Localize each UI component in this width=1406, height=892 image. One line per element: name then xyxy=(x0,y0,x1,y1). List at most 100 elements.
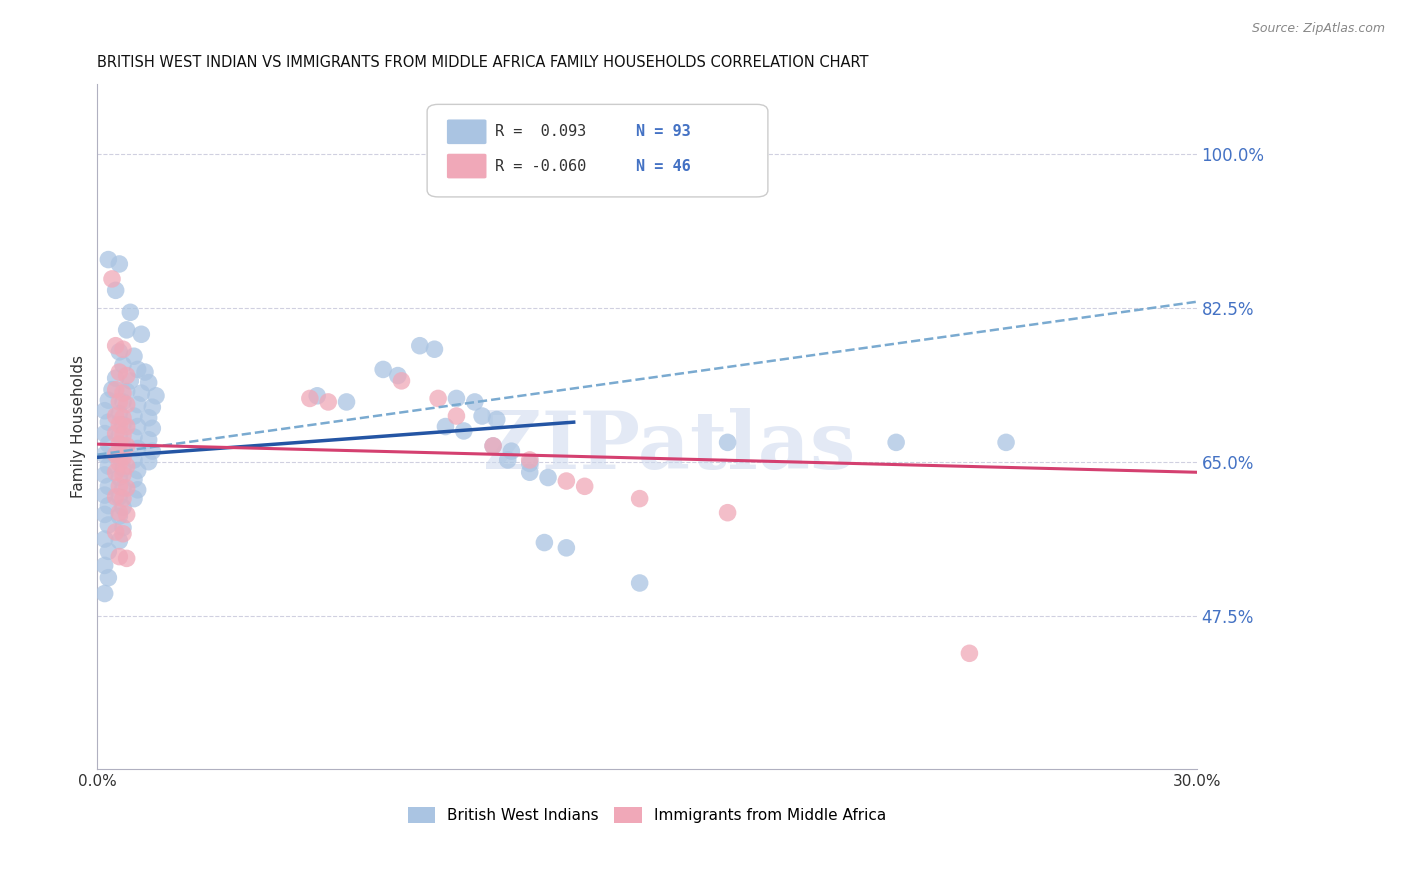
Point xyxy=(482,439,505,453)
Point xyxy=(93,508,115,522)
Point xyxy=(716,435,738,450)
Text: Source: ZipAtlas.com: Source: ZipAtlas.com xyxy=(1251,22,1385,36)
Point xyxy=(93,532,115,546)
Point xyxy=(97,459,120,474)
Point xyxy=(97,393,120,408)
Point xyxy=(104,524,127,539)
Point xyxy=(108,549,131,564)
Point xyxy=(141,444,163,458)
Point xyxy=(120,305,142,319)
Point xyxy=(115,398,138,412)
Point xyxy=(141,421,163,435)
Point xyxy=(93,558,115,573)
FancyBboxPatch shape xyxy=(427,104,768,197)
Point xyxy=(120,374,142,388)
Point xyxy=(115,481,138,495)
Point xyxy=(138,376,160,390)
Point xyxy=(387,368,409,383)
Text: BRITISH WEST INDIAN VS IMMIGRANTS FROM MIDDLE AFRICA FAMILY HOUSEHOLDS CORRELATI: BRITISH WEST INDIAN VS IMMIGRANTS FROM M… xyxy=(97,55,869,70)
Point xyxy=(453,424,475,438)
Point xyxy=(111,467,134,482)
Point xyxy=(93,426,115,441)
Point xyxy=(111,428,134,442)
Point xyxy=(108,437,131,451)
Point xyxy=(533,535,555,549)
Point xyxy=(104,383,127,397)
Point xyxy=(427,392,450,406)
Point xyxy=(97,518,120,533)
Point xyxy=(307,389,329,403)
Point xyxy=(111,521,134,535)
Point xyxy=(138,433,160,447)
Point xyxy=(115,551,138,566)
Point xyxy=(111,410,134,425)
Point xyxy=(97,415,120,429)
Point xyxy=(446,392,468,406)
Point xyxy=(104,426,127,441)
Point xyxy=(93,488,115,502)
Point xyxy=(471,409,494,423)
Point xyxy=(134,365,156,379)
FancyBboxPatch shape xyxy=(447,153,486,178)
Point xyxy=(391,374,413,388)
Point xyxy=(104,448,127,462)
Point xyxy=(138,455,160,469)
Point xyxy=(409,339,432,353)
Point xyxy=(97,252,120,267)
Text: R = -0.060: R = -0.060 xyxy=(495,159,586,174)
Point xyxy=(555,474,578,488)
Point xyxy=(93,448,115,462)
Text: N = 46: N = 46 xyxy=(636,159,690,174)
Point xyxy=(115,384,138,399)
Point xyxy=(108,417,131,432)
Point xyxy=(111,461,134,475)
Point xyxy=(104,283,127,297)
Point xyxy=(111,386,134,401)
Point xyxy=(574,479,596,493)
Point xyxy=(145,389,167,403)
Point xyxy=(115,439,138,453)
Point xyxy=(496,453,519,467)
Point xyxy=(108,450,131,465)
Point xyxy=(108,344,131,359)
Point xyxy=(131,386,153,401)
Point xyxy=(108,533,131,548)
Point xyxy=(122,491,145,506)
Point xyxy=(108,506,131,520)
Point xyxy=(122,430,145,444)
Point xyxy=(111,491,134,506)
Point xyxy=(111,342,134,356)
Point xyxy=(97,499,120,513)
Point xyxy=(995,435,1018,450)
Point xyxy=(111,526,134,541)
Point xyxy=(716,506,738,520)
Point xyxy=(93,586,115,600)
Point xyxy=(108,509,131,524)
Point xyxy=(97,437,120,451)
Point xyxy=(446,409,468,423)
Point xyxy=(108,395,131,409)
Point xyxy=(127,463,149,477)
Point xyxy=(628,576,651,591)
Point xyxy=(93,403,115,417)
Point xyxy=(628,491,651,506)
Point xyxy=(519,453,541,467)
Point xyxy=(111,481,134,495)
Point xyxy=(101,272,124,286)
Point xyxy=(122,349,145,363)
Point xyxy=(115,419,138,434)
Point xyxy=(108,428,131,442)
Point xyxy=(101,383,124,397)
Y-axis label: Family Households: Family Households xyxy=(72,355,86,498)
Point xyxy=(434,419,457,434)
FancyBboxPatch shape xyxy=(447,120,486,145)
Point xyxy=(93,467,115,482)
Point xyxy=(482,439,505,453)
Point xyxy=(138,410,160,425)
Point xyxy=(122,453,145,467)
Point xyxy=(519,465,541,479)
Point xyxy=(104,339,127,353)
Point xyxy=(335,395,357,409)
Point xyxy=(108,479,131,493)
Point xyxy=(464,395,486,409)
